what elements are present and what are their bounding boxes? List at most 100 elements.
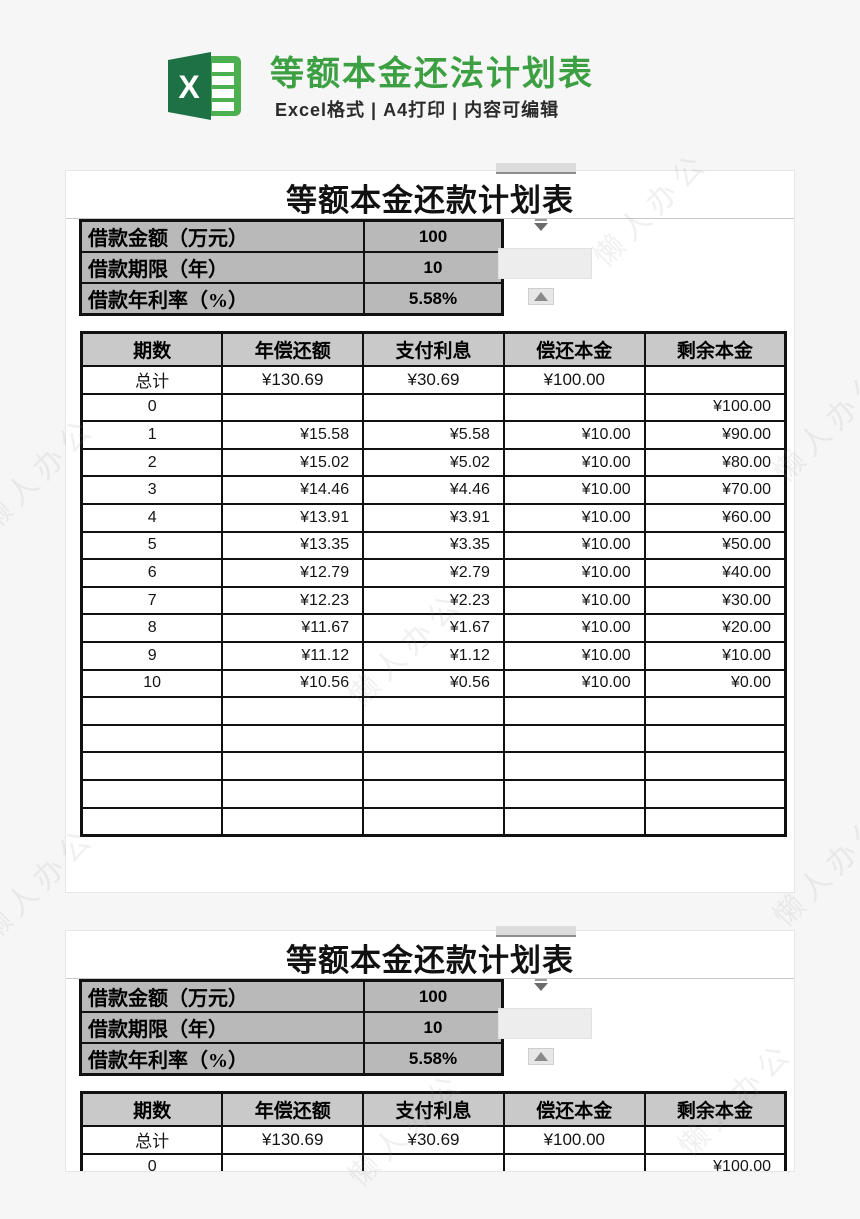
schedule-cell xyxy=(643,751,787,781)
table-row: 10 ¥10.56 ¥0.56 ¥10.00 ¥0.00 xyxy=(80,668,787,699)
schedule-cell: 总计 xyxy=(80,365,224,395)
schedule-cell: ¥3.91 xyxy=(362,502,505,533)
schedule-cell: ¥11.67 xyxy=(221,613,365,643)
schedule-cell: ¥100.00 xyxy=(643,1152,787,1171)
schedule-cell xyxy=(362,806,505,837)
schedule-cell: ¥4.46 xyxy=(362,475,505,505)
schedule-cell: 10 xyxy=(80,668,224,699)
schedule-cell: ¥30.69 xyxy=(362,365,505,395)
table-row: 9 ¥11.12 ¥1.12 ¥10.00 ¥10.00 xyxy=(80,640,787,671)
schedule-cell: ¥1.12 xyxy=(362,640,505,671)
schedule-cell: ¥60.00 xyxy=(643,502,787,533)
table-row: 借款期限（年） 10 xyxy=(79,251,504,284)
schedule-cell xyxy=(502,806,646,837)
spinner-up-icon[interactable] xyxy=(528,288,554,305)
sheet-title: 等额本金还款计划表 xyxy=(286,943,574,978)
column-header: 剩余本金 xyxy=(643,331,787,367)
table-row: 借款期限（年） 10 xyxy=(79,1011,504,1044)
loan-info-table: 借款金额（万元） 100 借款期限（年） 10 借款年利率（%） 5.58% xyxy=(79,219,504,316)
schedule-cell xyxy=(362,1152,505,1171)
schedule-cell: ¥13.35 xyxy=(221,530,365,561)
loan-info-table: 借款金额（万元） 100 借款期限（年） 10 借款年利率（%） 5.58% xyxy=(79,979,504,1076)
loan-label-cell: 借款期限（年） xyxy=(79,1011,365,1044)
table-row xyxy=(80,696,787,726)
page-title: 等额本金还法计划表 xyxy=(270,55,594,93)
loan-value-cell: 100 xyxy=(363,219,504,253)
schedule-cell: ¥15.02 xyxy=(221,447,365,478)
schedule-cell: ¥2.23 xyxy=(362,585,505,616)
svg-text:X: X xyxy=(178,69,200,105)
schedule-cell xyxy=(80,696,224,726)
table-row: 6 ¥12.79 ¥2.79 ¥10.00 ¥40.00 xyxy=(80,558,787,588)
spinner-down-icon[interactable] xyxy=(533,979,549,992)
gridline xyxy=(66,218,794,219)
loan-value-cell: 10 xyxy=(363,251,504,284)
schedule-cell: ¥12.79 xyxy=(221,558,365,588)
table-row: 4 ¥13.91 ¥3.91 ¥10.00 ¥60.00 xyxy=(80,502,787,533)
schedule-cell xyxy=(362,751,505,781)
table-row: 总计 ¥130.69 ¥30.69 ¥100.00 xyxy=(80,365,787,395)
loan-label-cell: 借款金额（万元） xyxy=(79,979,365,1013)
spreadsheet-preview: 等额本金还款计划表 借款金额（万元） 100 借款期限（年） 10 借款年利率（… xyxy=(66,931,794,1171)
schedule-cell: 9 xyxy=(80,640,224,671)
table-row xyxy=(80,778,787,809)
schedule-cell: ¥11.12 xyxy=(221,640,365,671)
schedule-cell: 3 xyxy=(80,475,224,505)
schedule-cell xyxy=(362,696,505,726)
spinner-track[interactable] xyxy=(498,248,592,279)
schedule-cell: ¥10.00 xyxy=(502,530,646,561)
schedule-cell xyxy=(221,778,365,809)
schedule-cell xyxy=(221,806,365,837)
schedule-cell xyxy=(80,751,224,781)
table-row: 总计 ¥130.69 ¥30.69 ¥100.00 xyxy=(80,1125,787,1155)
schedule-cell: ¥70.00 xyxy=(643,475,787,505)
schedule-cell: ¥10.00 xyxy=(502,613,646,643)
spinner-down-icon[interactable] xyxy=(533,219,549,232)
schedule-cell: ¥100.00 xyxy=(643,392,787,423)
schedule-cell xyxy=(80,723,224,754)
schedule-cell xyxy=(362,723,505,754)
schedule-cell: ¥12.23 xyxy=(221,585,365,616)
spinner-track[interactable] xyxy=(498,1008,592,1039)
loan-label-cell: 借款年利率（%） xyxy=(79,282,365,316)
schedule-cell: 0 xyxy=(80,1152,224,1171)
schedule-cell: ¥10.56 xyxy=(221,668,365,699)
spinner-up-icon[interactable] xyxy=(528,1048,554,1065)
schedule-cell xyxy=(643,696,787,726)
loan-value-cell: 100 xyxy=(363,979,504,1013)
schedule-cell: ¥30.00 xyxy=(643,585,787,616)
schedule-cell: ¥5.58 xyxy=(362,420,505,450)
table-header-row: 期数 年偿还额 支付利息 偿还本金 剩余本金 xyxy=(80,331,787,367)
schedule-cell xyxy=(362,392,505,423)
schedule-cell xyxy=(643,723,787,754)
schedule-cell: 7 xyxy=(80,585,224,616)
column-header: 剩余本金 xyxy=(643,1091,787,1127)
schedule-cell xyxy=(643,778,787,809)
table-row: 1 ¥15.58 ¥5.58 ¥10.00 ¥90.00 xyxy=(80,420,787,450)
schedule-cell: ¥3.35 xyxy=(362,530,505,561)
table-row: 借款金额（万元） 100 xyxy=(79,219,504,253)
schedule-cell: ¥100.00 xyxy=(502,1125,646,1155)
loan-label-cell: 借款年利率（%） xyxy=(79,1042,365,1076)
table-row: 借款金额（万元） 100 xyxy=(79,979,504,1013)
table-row xyxy=(80,751,787,781)
schedule-cell: ¥10.00 xyxy=(502,447,646,478)
schedule-cell: ¥2.79 xyxy=(362,558,505,588)
schedule-cell: ¥10.00 xyxy=(502,420,646,450)
repayment-schedule-table: 期数 年偿还额 支付利息 偿还本金 剩余本金 总计 ¥130.69 ¥30.69 ¥1… xyxy=(80,1091,787,1171)
schedule-cell xyxy=(502,392,646,423)
schedule-cell: ¥130.69 xyxy=(221,365,365,395)
schedule-cell: ¥10.00 xyxy=(502,640,646,671)
table-row: 0 ¥100.00 xyxy=(80,392,787,423)
schedule-cell xyxy=(221,696,365,726)
schedule-body: 总计¥130.69¥30.69¥100.000¥100.001¥15.58¥5.… xyxy=(80,1125,787,1171)
schedule-cell: ¥100.00 xyxy=(502,365,646,395)
table-row xyxy=(80,723,787,754)
table-row: 8 ¥11.67 ¥1.67 ¥10.00 ¥20.00 xyxy=(80,613,787,643)
column-header: 偿还本金 xyxy=(502,331,646,367)
loan-label-cell: 借款期限（年） xyxy=(79,251,365,284)
table-row: 3 ¥14.46 ¥4.46 ¥10.00 ¥70.00 xyxy=(80,475,787,505)
schedule-cell xyxy=(362,778,505,809)
loan-value-cell: 5.58% xyxy=(363,282,504,316)
